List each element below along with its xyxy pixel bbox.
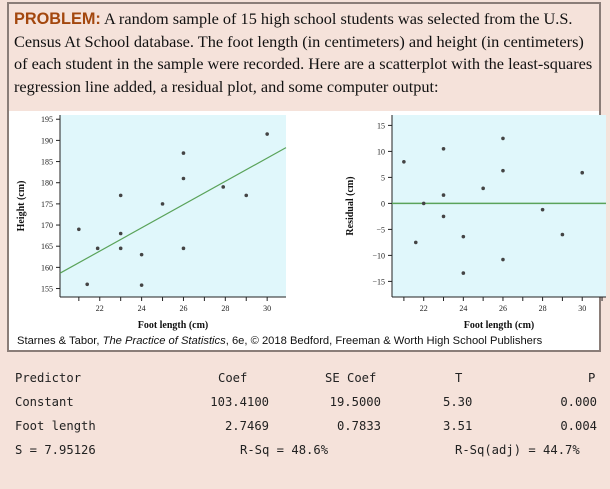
scatter-y-tick-label: 190 [41,136,53,145]
row-constant-se: 19.5000 [329,395,381,409]
residual-y-tick-label: 5 [381,173,385,182]
header-se-coef: SE Coef [325,371,377,385]
scatter-point [95,246,100,251]
scatter-y-tick-label: 170 [41,221,53,230]
scatter-x-tick-label: 28 [221,304,229,313]
residual-point [441,214,446,219]
residual-point [560,232,565,237]
problem-label: PROBLEM: [14,10,101,28]
scatter-y-tick-label: 175 [41,200,53,209]
scatter-point [77,227,81,232]
row-constant-coef: 103.4100 [210,395,269,409]
residual-y-axis-label: Residual (cm) [345,176,356,235]
caption-authors: Starnes & Tabor, [17,335,103,347]
scatter-point [181,151,186,155]
residual-point [481,186,485,191]
row-foot-se: 0.7833 [336,419,381,433]
problem-statement: PROBLEM: A random sample of 15 high scho… [14,8,599,98]
residual-point [501,168,505,173]
scatter-point [118,231,123,236]
caption-book-title: The Practice of Statistics [102,335,226,347]
scatter-y-tick-label: 165 [41,242,53,251]
header-t: T [455,371,463,385]
header-p: P [588,371,596,385]
residual-y-tick-label: −15 [372,277,385,286]
scatter-y-tick-label: 185 [41,158,53,167]
residual-point [540,207,545,212]
scatter-point [160,202,165,206]
row-constant-p: 0.000 [560,395,597,409]
residual-x-tick-label: 24 [459,304,467,313]
residual-point [461,271,466,275]
residual-x-tick-label: 30 [578,304,586,313]
residual-y-tick-label: −5 [376,225,385,234]
stat-rsq-adj: R-Sq(adj) = 44.7% [455,443,580,457]
stat-s: S = 7.95126 [15,443,96,457]
scatter-y-tick-label: 160 [41,263,53,272]
residual-y-tick-label: 15 [377,121,385,130]
scatter-point [139,252,144,257]
scatter-point [265,132,269,136]
scatter-y-tick-label: 195 [41,115,53,124]
header-coef: Coef [218,371,248,385]
figure-caption: Starnes & Tabor, The Practice of Statist… [17,335,542,347]
residual-x-axis-label: Foot length (cm) [464,320,535,331]
residual-point [441,193,446,197]
residual-x-tick-label: 26 [499,304,507,313]
scatter-x-tick-label: 26 [179,304,187,313]
scatter-point [244,193,249,198]
scatter-y-tick-label: 155 [41,285,53,294]
header-predictor: Predictor [15,371,82,385]
scatter-point [221,185,226,189]
row-foot-predictor: Foot length [15,419,96,433]
scatter-point [118,246,123,251]
scatter-point [139,283,144,287]
residual-y-tick-label: −10 [372,251,385,260]
residual-point [461,234,466,239]
scatter-point [85,282,90,287]
residual-y-tick-label: 0 [381,199,385,208]
residual-point [402,160,406,164]
residual-point [413,240,418,245]
residual-point [421,201,426,206]
scatter-x-tick-label: 24 [138,304,146,313]
row-foot-t: 3.51 [443,419,473,433]
residual-point [441,147,446,151]
residual-plot-area [392,115,606,297]
regression-line [59,147,287,274]
scatter-point [181,246,186,251]
caption-publisher: , 6e, © 2018 Bedford, Freeman & Worth Hi… [225,335,543,347]
stat-rsq: R-Sq = 48.6% [240,443,329,457]
row-constant-predictor: Constant [15,395,74,409]
row-foot-coef: 2.7469 [224,419,269,433]
residual-point [501,136,505,141]
residual-x-tick-label: 28 [539,304,547,313]
row-constant-t: 5.30 [443,395,473,409]
problem-text: A random sample of 15 high school studen… [14,9,593,96]
residual-point [580,170,585,175]
scatter-point [118,193,123,198]
scatter-y-tick-label: 180 [41,179,53,188]
row-foot-p: 0.004 [560,419,597,433]
scatter-x-axis-label: Foot length (cm) [138,320,209,331]
residual-point [501,257,505,262]
scatter-x-tick-label: 22 [96,304,104,313]
scatter-x-tick-label: 30 [263,304,271,313]
residual-x-tick-label: 22 [420,304,428,313]
scatter-y-axis-label: Height (cm) [16,181,27,232]
scatter-point [181,176,186,181]
residual-y-tick-label: 10 [377,147,385,156]
scatter-plot-area [60,115,286,297]
